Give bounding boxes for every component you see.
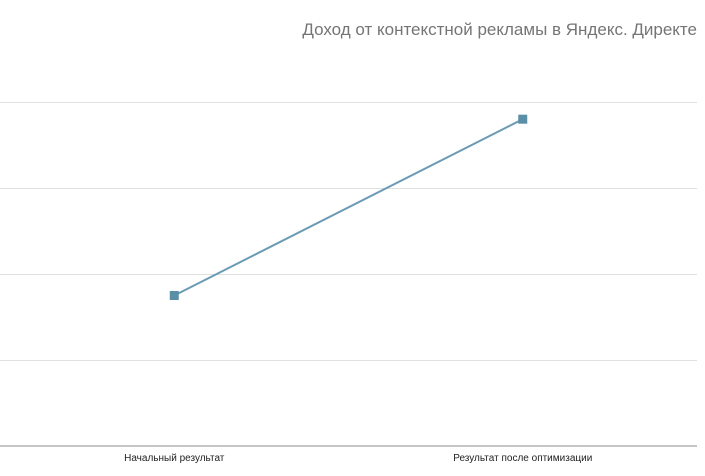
data-point-2[interactable] <box>518 114 528 124</box>
x-axis-tick-labels: Начальный результат Результат после оптим… <box>124 453 592 464</box>
chart-title: Доход от контекстной рекламы в Яндекс. Д… <box>302 20 697 39</box>
series-layer <box>169 114 528 300</box>
x-tick-label-1: Начальный результат <box>124 453 225 464</box>
x-tick-label-2: Результат после оптимизации <box>453 453 592 464</box>
gridlines <box>0 102 697 361</box>
data-point-1[interactable] <box>169 291 179 300</box>
series-line <box>173 118 524 297</box>
